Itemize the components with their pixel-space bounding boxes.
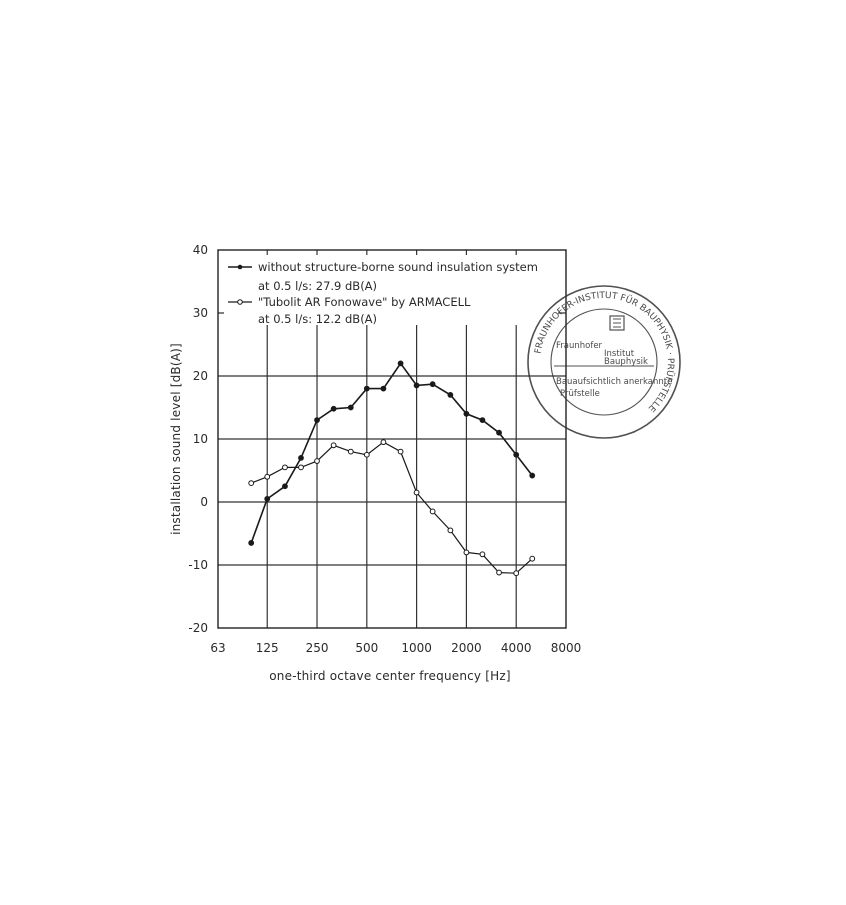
- stamp-logo-detail: [613, 318, 621, 328]
- series-2-point: [429, 508, 436, 515]
- y-tick-label: -20: [188, 621, 208, 635]
- y-tick-label: 20: [193, 369, 208, 383]
- legend-label-series-2: "Tubolit AR Fonowave" by ARMACELL: [258, 295, 471, 309]
- x-tick-label: 1000: [401, 641, 432, 655]
- y-tick-label: 10: [193, 432, 208, 446]
- stamp-line-4: Bauaufsichtlich anerkannte: [556, 377, 672, 387]
- y-tick-labels: -20 -10 0 10 20 30 40: [188, 243, 208, 635]
- series-group: [248, 360, 536, 577]
- x-tick-labels: 63 125 250 500 1000 2000 4000 8000: [210, 641, 581, 655]
- series-1-point: [347, 404, 354, 411]
- series-2-point: [248, 480, 255, 487]
- series-2-point: [397, 448, 404, 455]
- series-1-point: [413, 382, 420, 389]
- series-2-point: [380, 439, 387, 446]
- legend: without structure-borne sound insulation…: [224, 255, 558, 326]
- series-2-point: [363, 451, 370, 458]
- legend-sublabel-series-2: at 0.5 l/s: 12.2 dB(A): [258, 312, 377, 326]
- y-tick-label: 0: [200, 495, 208, 509]
- stamp-line-5: Prüfstelle: [560, 389, 600, 399]
- stamp-line-3: Bauphysik: [604, 357, 648, 367]
- y-tick-label: 30: [193, 306, 208, 320]
- legend-marker-series-1: [237, 264, 243, 270]
- stamp-line-1: Fraunhofer: [556, 341, 603, 351]
- series-2-point: [347, 448, 354, 455]
- series-1-point: [529, 472, 536, 479]
- stamp-inner-ring: [550, 308, 658, 416]
- series-1-point: [397, 360, 404, 367]
- series-1-point: [380, 385, 387, 392]
- series-1-point: [314, 417, 320, 424]
- y-tick-label: 40: [193, 243, 208, 257]
- x-tick-label: 500: [355, 641, 378, 655]
- series-1-point: [282, 483, 288, 490]
- certification-stamp: FRAUNHOFER-INSTITUT FÜR BAUPHYSIK · PRÜF…: [527, 285, 681, 439]
- x-tick-label: 2000: [451, 641, 482, 655]
- series-2-point: [413, 489, 420, 496]
- y-tick-label: -10: [188, 558, 208, 572]
- stamp-logo-icon: [609, 315, 625, 331]
- legend-marker-series-2: [237, 299, 243, 305]
- series-line-2: [250, 441, 533, 574]
- series-2-point: [496, 569, 502, 576]
- series-2-point: [463, 549, 470, 556]
- series-2-point: [529, 555, 536, 562]
- series-2-point: [264, 473, 271, 480]
- legend-sublabel-series-1: at 0.5 l/s: 27.9 dB(A): [258, 279, 377, 293]
- legend-background: [224, 255, 558, 325]
- series-1-point: [513, 451, 520, 458]
- x-tick-label: 250: [306, 641, 329, 655]
- x-axis-label: one-third octave center frequency [Hz]: [269, 669, 510, 683]
- series-1-point: [298, 455, 304, 461]
- series-1-point: [363, 385, 370, 392]
- series-2-point: [447, 527, 454, 534]
- series-1-point: [330, 405, 337, 412]
- x-tick-label: 4000: [501, 641, 532, 655]
- x-tick-label: 125: [256, 641, 279, 655]
- y-axis-label: installation sound level [dB(A)]: [169, 343, 183, 535]
- series-2-point: [298, 464, 304, 471]
- series-2-point: [314, 458, 320, 464]
- series-line-1: [250, 362, 533, 544]
- plot-frame: [217, 249, 567, 629]
- legend-label-series-1: without structure-borne sound insulation…: [258, 260, 538, 274]
- series-1-point: [447, 392, 454, 398]
- series-1-point: [248, 540, 255, 546]
- series-1-point: [463, 410, 470, 417]
- stamp-line-2: Institut: [604, 349, 635, 359]
- series-2-point: [479, 551, 486, 558]
- series-1-point: [496, 429, 502, 436]
- series-1-point: [479, 417, 486, 424]
- series-2-point: [282, 464, 288, 471]
- series-1-point: [429, 381, 436, 388]
- stamp-outer-ring: [527, 285, 681, 439]
- x-tick-label: 63: [210, 641, 225, 655]
- series-1-point: [264, 495, 271, 502]
- series-2-point: [513, 570, 520, 577]
- series-2-point: [330, 442, 337, 449]
- x-tick-label: 8000: [551, 641, 582, 655]
